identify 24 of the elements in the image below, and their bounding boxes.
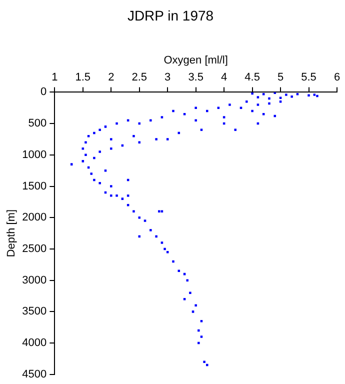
x-tick-label: 6 — [334, 72, 340, 84]
x-tick-label: 3.5 — [188, 72, 204, 84]
y-tick-label: 4500 — [22, 368, 47, 380]
y-tick-label: 2000 — [22, 212, 47, 224]
x-tick-label: 5.5 — [301, 72, 316, 84]
x-tick-label: 4 — [221, 72, 228, 84]
y-tick-label: 2500 — [22, 243, 47, 256]
y-tick-label: 0 — [40, 86, 47, 98]
y-tick-label: 3000 — [22, 274, 47, 286]
x-tick-label: 2.5 — [132, 72, 148, 84]
chart-title: JDRP in 1978 — [127, 7, 214, 24]
x-tick-label: 4.5 — [244, 72, 260, 84]
x-tick-label: 3 — [164, 72, 171, 84]
x-tick-label: 1.5 — [75, 72, 91, 84]
x-tick-label: 5 — [277, 72, 284, 84]
y-tick-label: 4000 — [22, 337, 47, 350]
y-axis-title: Depth [m] — [6, 209, 18, 258]
y-tick-label: 500 — [28, 118, 47, 130]
y-tick-label: 1500 — [22, 180, 47, 192]
y-tick-label: 3500 — [22, 306, 47, 318]
x-axis-title: Oxygen [ml/l] — [164, 54, 228, 66]
y-tick-label: 1000 — [22, 148, 47, 161]
x-tick-label: 2 — [108, 72, 114, 84]
x-tick-label: 1 — [52, 72, 58, 84]
